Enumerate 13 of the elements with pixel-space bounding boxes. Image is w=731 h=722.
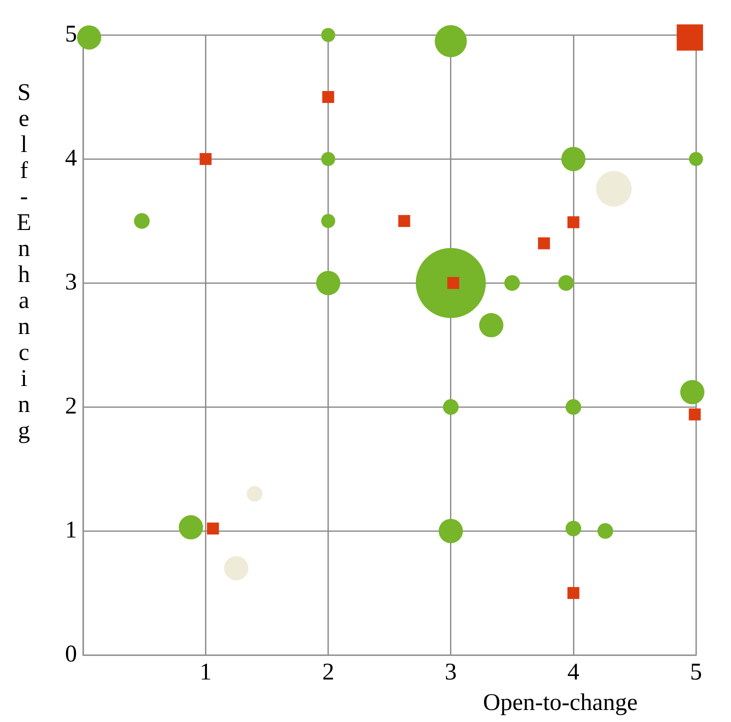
x-tick-label: 2: [322, 660, 334, 686]
y-tick-label: 0: [65, 641, 77, 668]
y-tick-label: 5: [65, 21, 77, 48]
y-tick-label: 1: [65, 517, 77, 544]
y-axis-title: Self-Enhancing: [10, 80, 37, 444]
y-tick-label: 3: [65, 269, 77, 296]
y-tick-label: 4: [65, 145, 77, 172]
x-tick-label: 1: [200, 660, 212, 686]
x-tick-label: 5: [690, 660, 702, 686]
y-tick-label: 2: [65, 393, 77, 420]
x-tick-label: 3: [444, 660, 457, 686]
x-tick-label: 4: [567, 660, 580, 686]
x-axis-title: Open-to-change: [483, 690, 638, 717]
